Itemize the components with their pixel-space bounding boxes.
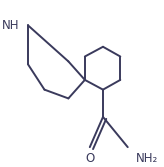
Text: O: O (85, 152, 94, 165)
Text: NH: NH (1, 19, 19, 32)
Text: NH₂: NH₂ (136, 152, 158, 165)
